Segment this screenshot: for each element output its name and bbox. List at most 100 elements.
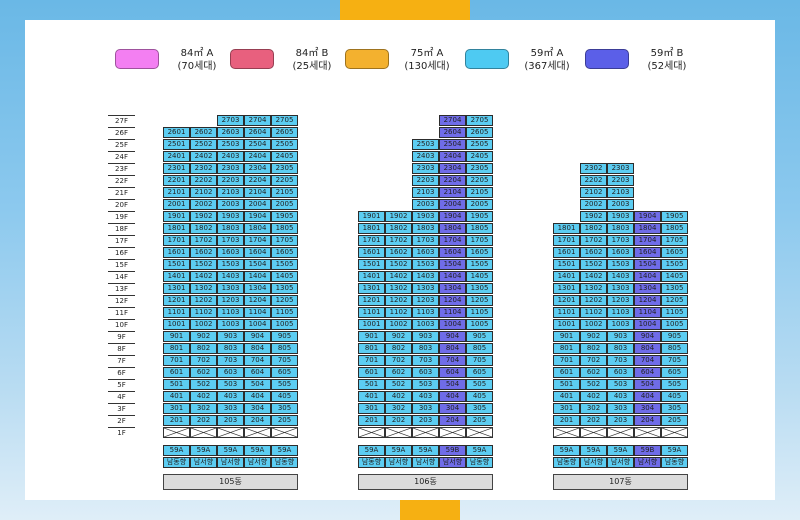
- unit-cell: 901: [163, 331, 190, 342]
- unit-cell: 605: [466, 367, 493, 378]
- unit-cell: 804: [634, 343, 661, 354]
- unit-cell: 1703: [607, 235, 634, 246]
- unit-cell: 305: [661, 403, 688, 414]
- unit-cell: 602: [385, 367, 412, 378]
- ground-floor-cross: [607, 427, 634, 438]
- unit-cell: 1901: [358, 211, 385, 222]
- unit-cell: 2704: [439, 115, 466, 126]
- unit-cell: 1902: [385, 211, 412, 222]
- ground-floor-cross: [163, 427, 190, 438]
- unit-cell: 1605: [271, 247, 298, 258]
- unit-cell: 2405: [271, 151, 298, 162]
- direction-label: 남동향: [661, 457, 688, 468]
- unit-cell: 1403: [412, 271, 439, 282]
- ground-floor-cross: [244, 427, 271, 438]
- unit-cell: 2502: [190, 139, 217, 150]
- unit-cell: 604: [439, 367, 466, 378]
- ground-floor-cross: [412, 427, 439, 438]
- unit-cell: 404: [439, 391, 466, 402]
- unit-cell: 602: [580, 367, 607, 378]
- unit-cell: 2201: [163, 175, 190, 186]
- ground-floor-cross: [217, 427, 244, 438]
- legend-units: (52세대): [647, 61, 687, 72]
- unit-cell: 902: [385, 331, 412, 342]
- unit-cell: 702: [190, 355, 217, 366]
- unit-cell: 1601: [163, 247, 190, 258]
- unit-type-label: 59A: [217, 445, 244, 456]
- unit-cell: 1603: [607, 247, 634, 258]
- unit-cell: 1504: [244, 259, 271, 270]
- unit-cell: 2403: [412, 151, 439, 162]
- bottom-accent-banner: [400, 500, 460, 520]
- unit-cell: 2501: [163, 139, 190, 150]
- legend-label: 75㎡ A (130세대): [391, 47, 463, 73]
- unit-cell: 1005: [661, 319, 688, 330]
- building-name: 106동: [358, 474, 493, 490]
- legend-label: 84㎡ B (25세대): [276, 47, 348, 73]
- unit-cell: 504: [244, 379, 271, 390]
- unit-cell: 904: [439, 331, 466, 342]
- unit-cell: 2003: [217, 199, 244, 210]
- unit-type-label: 59A: [661, 445, 688, 456]
- unit-cell: 804: [439, 343, 466, 354]
- building-name: 105동: [163, 474, 298, 490]
- unit-cell: 304: [439, 403, 466, 414]
- unit-cell: 2101: [163, 187, 190, 198]
- unit-cell: 903: [607, 331, 634, 342]
- ground-floor-cross: [634, 427, 661, 438]
- unit-cell: 403: [217, 391, 244, 402]
- unit-cell: 1403: [607, 271, 634, 282]
- legend-swatch: [585, 49, 629, 69]
- top-accent-banner: [340, 0, 470, 20]
- unit-cell: 1303: [412, 283, 439, 294]
- unit-cell: 1605: [661, 247, 688, 258]
- unit-cell: 803: [412, 343, 439, 354]
- unit-cell: 204: [439, 415, 466, 426]
- unit-type-label: 59A: [385, 445, 412, 456]
- unit-cell: 604: [634, 367, 661, 378]
- direction-label: 남서향: [217, 457, 244, 468]
- unit-cell: 1201: [358, 295, 385, 306]
- unit-cell: 1003: [412, 319, 439, 330]
- unit-cell: 1701: [163, 235, 190, 246]
- unit-cell: 2303: [217, 163, 244, 174]
- unit-cell: 1702: [190, 235, 217, 246]
- unit-cell: 1702: [580, 235, 607, 246]
- unit-cell: 2102: [190, 187, 217, 198]
- unit-cell: 1304: [439, 283, 466, 294]
- unit-cell: 1805: [661, 223, 688, 234]
- unit-cell: 1601: [553, 247, 580, 258]
- unit-cell: 2404: [244, 151, 271, 162]
- unit-cell: 1004: [244, 319, 271, 330]
- unit-cell: 1203: [607, 295, 634, 306]
- unit-cell: 2302: [190, 163, 217, 174]
- unit-cell: 904: [634, 331, 661, 342]
- unit-cell: 1405: [271, 271, 298, 282]
- unit-cell: 1901: [163, 211, 190, 222]
- unit-cell: 504: [634, 379, 661, 390]
- unit-cell: 601: [163, 367, 190, 378]
- unit-cell: 305: [466, 403, 493, 414]
- unit-cell: 405: [466, 391, 493, 402]
- unit-cell: 2005: [466, 199, 493, 210]
- unit-cell: 1805: [271, 223, 298, 234]
- unit-cell: 1401: [358, 271, 385, 282]
- unit-cell: 1501: [358, 259, 385, 270]
- floor-label: 4F: [108, 391, 135, 402]
- unit-cell: 203: [607, 415, 634, 426]
- unit-cell: 1401: [553, 271, 580, 282]
- unit-cell: 1404: [244, 271, 271, 282]
- unit-cell: 1301: [163, 283, 190, 294]
- unit-cell: 303: [412, 403, 439, 414]
- floor-label: 22F: [108, 175, 135, 186]
- unit-cell: 402: [580, 391, 607, 402]
- unit-cell: 1905: [661, 211, 688, 222]
- unit-cell: 1105: [661, 307, 688, 318]
- unit-cell: 302: [190, 403, 217, 414]
- unit-cell: 1501: [553, 259, 580, 270]
- unit-cell: 802: [190, 343, 217, 354]
- unit-cell: 1104: [244, 307, 271, 318]
- unit-cell: 204: [634, 415, 661, 426]
- unit-cell: 2205: [271, 175, 298, 186]
- floor-label: 21F: [108, 187, 135, 198]
